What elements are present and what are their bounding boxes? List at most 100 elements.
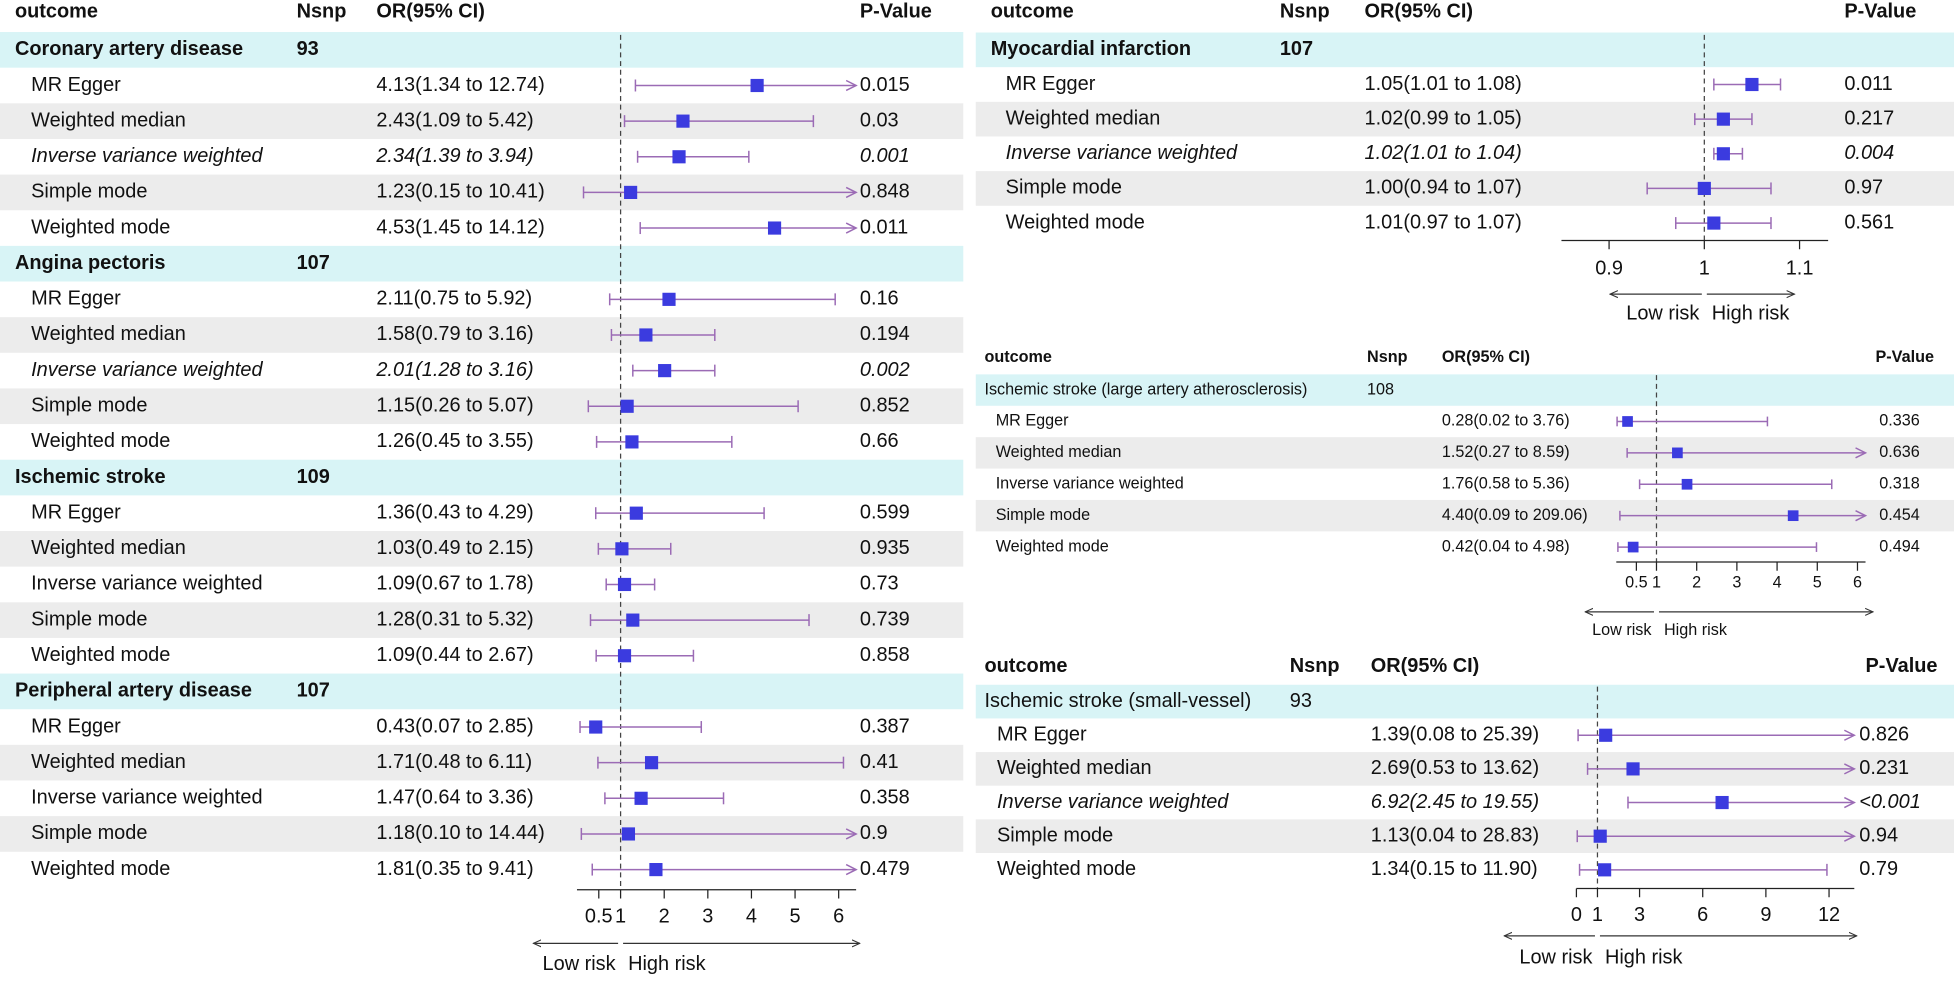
x-tick-label: 3: [702, 905, 713, 927]
group-name: Angina pectoris: [15, 252, 166, 274]
p-value: 0.231: [1859, 757, 1909, 779]
x-tick-label: 6: [1853, 573, 1862, 591]
p-value: 0.015: [860, 74, 910, 96]
point-estimate: [658, 364, 672, 378]
p-value: 0.599: [860, 501, 910, 523]
p-value: 0.826: [1859, 724, 1909, 746]
ci-label: 2.43(1.09 to 5.42): [376, 109, 533, 131]
point-estimate: [634, 791, 648, 805]
p-value: 0.94: [1859, 824, 1898, 846]
x-tick-label: 1.1: [1786, 257, 1814, 279]
column-header: P-Value: [1844, 1, 1916, 23]
p-value: 0.41: [860, 751, 899, 773]
method-label: Simple mode: [31, 822, 147, 844]
group-band: [975, 32, 1954, 68]
ci-label: 1.09(0.44 to 2.67): [376, 644, 533, 666]
nsnp: 109: [297, 466, 330, 488]
x-tick-label: 1: [1592, 904, 1603, 926]
method-label: Inverse variance weighted: [997, 791, 1229, 813]
ci-label: 1.39(0.08 to 25.39): [1371, 724, 1539, 746]
high-risk-label: High risk: [628, 953, 706, 975]
high-risk-label: High risk: [1664, 621, 1728, 639]
nsnp: 107: [297, 680, 330, 702]
point-estimate: [1593, 829, 1607, 843]
x-tick-label: 5: [790, 905, 801, 927]
low-risk-label: Low risk: [1519, 947, 1592, 969]
p-value: 0.636: [1879, 443, 1920, 461]
group-name: Myocardial infarction: [991, 38, 1191, 60]
method-label: Weighted median: [997, 757, 1152, 779]
p-value: 0.03: [860, 109, 899, 131]
p-value: 0.9: [860, 822, 888, 844]
point-estimate: [629, 506, 643, 520]
method-label: Weighted median: [31, 751, 186, 773]
method-label: Inverse variance weighted: [31, 145, 263, 167]
ci-label: 4.13(1.34 to 12.74): [376, 74, 544, 96]
x-tick-label: 5: [1813, 573, 1822, 591]
panel-marks: [1646, 77, 1782, 230]
method-label: Simple mode: [1006, 177, 1122, 199]
method-label: MR Egger: [1006, 73, 1096, 95]
method-label: Weighted median: [1006, 107, 1161, 129]
column-header: outcome: [991, 1, 1074, 23]
ci-label: 2.69(0.53 to 13.62): [1371, 757, 1539, 779]
low-risk-label: Low risk: [1592, 621, 1652, 639]
ci-arrowhead: [845, 222, 858, 234]
method-label: Inverse variance weighted: [1006, 142, 1238, 164]
row-shade: [0, 388, 964, 425]
point-estimate: [1598, 863, 1612, 877]
ci-label: 4.53(1.45 to 14.12): [376, 216, 544, 238]
p-value: 0.79: [1859, 858, 1898, 880]
method-label: MR Egger: [31, 501, 121, 523]
ci-label: 0.42(0.04 to 4.98): [1442, 537, 1570, 555]
row-shade: [975, 101, 1954, 137]
ci-arrowhead: [845, 186, 858, 199]
panel-marks: [1616, 416, 1868, 553]
point-estimate: [662, 292, 676, 306]
group-band: [0, 32, 964, 68]
nsnp: 93: [297, 38, 319, 60]
p-value: 0.73: [860, 573, 899, 595]
method-label: Simple mode: [31, 181, 147, 203]
group-band: [975, 374, 1954, 406]
panel: outcome Nsnp OR(95% CI) P-Value Myocardial i…: [991, 1, 1917, 325]
p-value: 0.479: [860, 858, 910, 880]
p-value: 0.561: [1844, 211, 1894, 233]
ci-label: 1.58(0.79 to 3.16): [376, 323, 533, 345]
x-tick-label: 3: [1732, 573, 1741, 591]
method-label: Simple mode: [31, 608, 147, 630]
p-value: 0.454: [1879, 506, 1920, 524]
ci-label: 1.00(0.94 to 1.07): [1365, 177, 1522, 199]
x-tick-label: 1: [1652, 573, 1661, 591]
row-shade: [0, 317, 964, 353]
point-estimate: [626, 613, 640, 627]
group-name: Ischemic stroke: [15, 466, 166, 488]
column-header: P-Value: [1866, 655, 1938, 677]
method-label: Weighted mode: [997, 858, 1136, 880]
point-estimate: [617, 649, 632, 663]
low-risk-label: Low risk: [1626, 302, 1699, 324]
method-label: Weighted mode: [31, 216, 170, 238]
x-tick-label: 0.5: [1625, 573, 1648, 591]
column-header: P-Value: [860, 1, 932, 23]
point-estimate: [624, 185, 638, 199]
p-value: 0.935: [860, 537, 910, 559]
x-tick-label: 0.9: [1595, 257, 1623, 279]
point-estimate: [644, 756, 659, 770]
point-estimate: [649, 863, 663, 877]
point-estimate: [639, 328, 653, 342]
high-risk-label: High risk: [1712, 302, 1790, 324]
point-estimate: [620, 399, 634, 413]
panel-background: [975, 32, 1954, 206]
ci-arrowhead: [1855, 510, 1868, 522]
ci-label: 1.36(0.43 to 4.29): [376, 501, 533, 523]
point-estimate: [767, 221, 782, 235]
group-name: Peripheral artery disease: [15, 680, 252, 702]
point-estimate: [1599, 728, 1613, 742]
ci-label: 1.02(1.01 to 1.04): [1365, 142, 1522, 164]
x-tick-label: 0: [1571, 904, 1582, 926]
p-value: 0.217: [1844, 107, 1894, 129]
ci-arrowhead: [845, 863, 858, 876]
ci-label: 1.26(0.45 to 3.55): [376, 430, 533, 452]
